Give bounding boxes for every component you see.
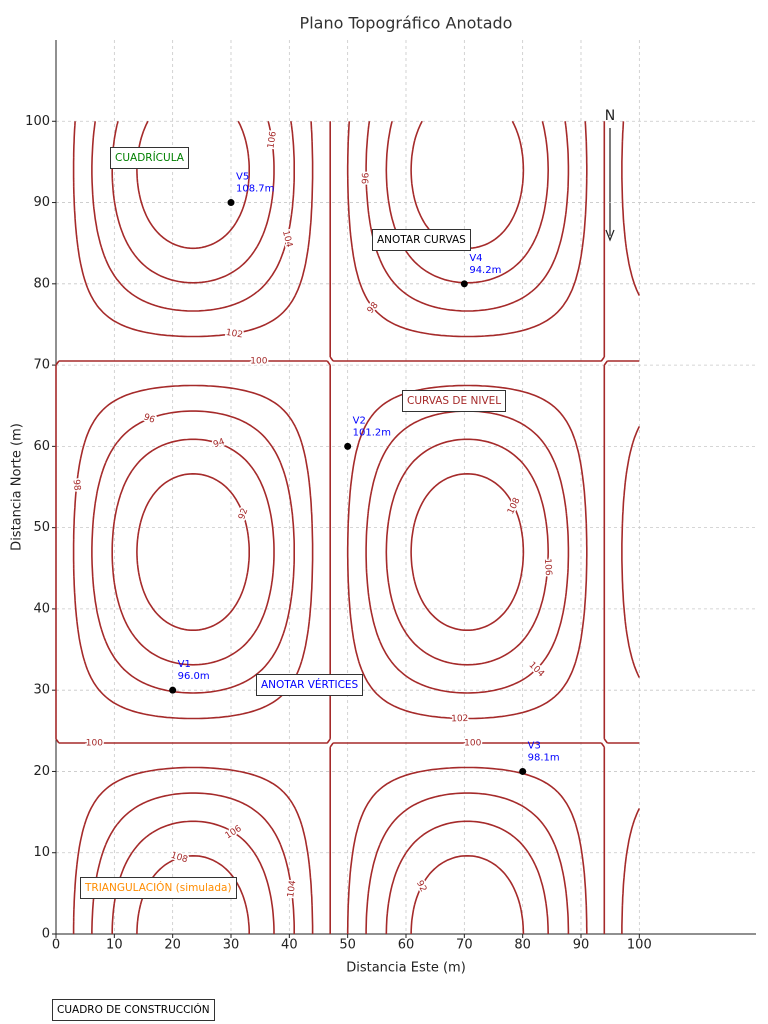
y-tick-label: 50: [33, 520, 50, 535]
x-tick-label: 80: [514, 938, 531, 953]
contour-line: [72, 121, 641, 934]
contour-label: 100: [86, 739, 103, 749]
y-tick-label: 30: [33, 683, 50, 698]
contour-label: 106: [542, 558, 553, 576]
annotation: ANOTAR VÉRTICES: [256, 674, 364, 696]
x-tick-label: 50: [339, 938, 356, 953]
y-tick-label: 60: [33, 439, 50, 454]
vertex-point: [227, 199, 235, 207]
annotation: TRIANGULACIÓN (simulada): [80, 877, 237, 899]
annotation: CUADRO DE CONSTRUCCIÓN: [52, 999, 215, 1021]
y-tick-label: 10: [33, 845, 50, 860]
x-tick-label: 20: [164, 938, 181, 953]
y-axis-label: Distancia Norte (m): [10, 423, 25, 551]
annotation: ANOTAR CURVAS: [372, 229, 471, 251]
contour-label: 106: [266, 130, 278, 149]
x-tick-label: 40: [281, 938, 298, 953]
contour-label: 104: [286, 879, 298, 898]
contour-label: 92: [414, 879, 428, 894]
contour-line: [111, 121, 549, 934]
x-tick-label: 70: [456, 938, 473, 953]
y-tick-label: 20: [33, 764, 50, 779]
annotation: CURVAS DE NIVEL: [402, 390, 507, 412]
y-tick-label: 80: [33, 276, 50, 291]
contour-label: 100: [250, 357, 267, 367]
annotation: CUADRÍCULA: [110, 147, 189, 169]
vertex-point: [519, 767, 527, 775]
contour-line: [111, 121, 549, 935]
x-tick-label: 90: [573, 938, 590, 953]
x-tick-label: 10: [106, 938, 123, 953]
x-axis-label: Distancia Este (m): [346, 961, 466, 976]
contour-label: 96: [142, 412, 157, 426]
chart-title: Plano Topográfico Anotado: [300, 14, 513, 33]
vertex-label: 108.7m: [236, 184, 274, 195]
vertex-label: 94.2m: [469, 265, 501, 276]
contour-label: 94: [212, 437, 226, 450]
contour-label: 106: [224, 824, 244, 842]
contour-label: 96: [361, 172, 371, 184]
y-tick-label: 40: [33, 601, 50, 616]
y-tick-label: 70: [33, 358, 50, 373]
contour-label: 108: [506, 496, 523, 516]
contour-label: 100: [464, 739, 481, 749]
vertex-label: 96.0m: [178, 671, 210, 682]
vertex-name: V5: [236, 172, 249, 183]
contour-label: 102: [225, 328, 244, 341]
contour-label: 102: [451, 714, 468, 724]
contour-label: 104: [527, 660, 546, 679]
vertex-point: [460, 280, 468, 288]
contour-line: [91, 121, 570, 934]
vertex-label: 101.2m: [353, 427, 391, 438]
y-tick-label: 90: [33, 195, 50, 210]
x-tick-label: 30: [223, 938, 240, 953]
y-tick-label: 100: [25, 114, 50, 129]
y-tick-label: 0: [42, 927, 50, 942]
vertex-name: V3: [528, 740, 541, 751]
contour-label: 98: [71, 479, 82, 492]
vertex-point: [344, 442, 352, 450]
vertex-name: V4: [469, 253, 482, 264]
contour-label: 104: [280, 229, 294, 248]
vertex-point: [169, 686, 177, 694]
vertex-label: 98.1m: [528, 752, 560, 763]
north-label: N: [605, 108, 615, 124]
contour-label: 92: [237, 507, 250, 521]
vertex-name: V2: [353, 415, 366, 426]
vertex-name: V1: [178, 659, 191, 670]
x-tick-label: 0: [52, 938, 60, 953]
x-tick-label: 60: [398, 938, 415, 953]
x-tick-label: 100: [627, 938, 652, 953]
north-arrow-head: [605, 229, 615, 242]
